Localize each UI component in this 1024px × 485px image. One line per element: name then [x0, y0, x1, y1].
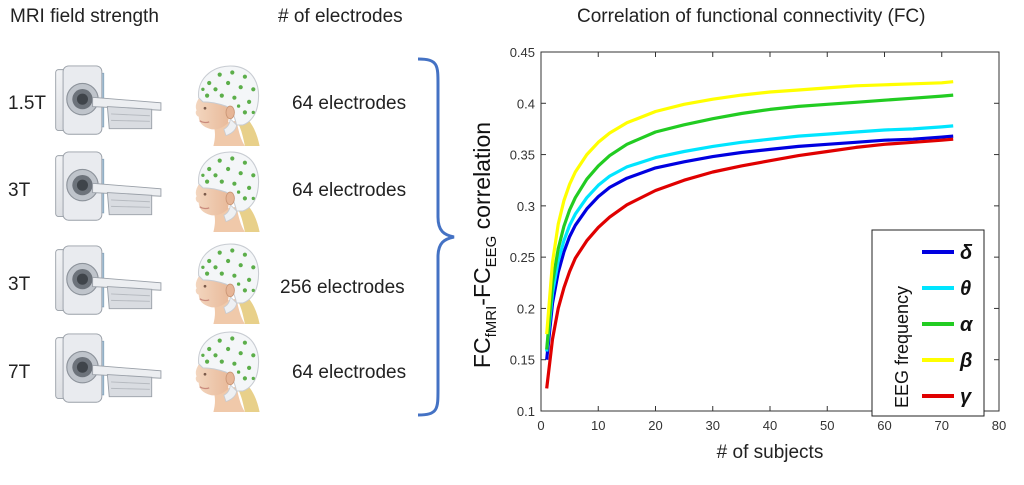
field-strength-label: 3T	[8, 274, 31, 295]
y-tick-label: 0.45	[510, 45, 535, 60]
series-line	[545, 80, 954, 335]
x-tick-label: 80	[992, 418, 1006, 433]
header-mri-field-strength: MRI field strength	[10, 6, 159, 27]
y-label-fc: FC	[469, 337, 495, 368]
electrode-count-label: 64 electrodes	[292, 180, 407, 201]
eeg-cap-head-image	[184, 62, 268, 146]
legend-entry-label: α	[960, 314, 974, 336]
x-tick-label: 10	[591, 418, 605, 433]
x-tick-label: 70	[935, 418, 949, 433]
field-strength-label: 7T	[8, 362, 31, 383]
y-label-sub-eeg: EEG	[483, 236, 500, 268]
y-label-rest: correlation	[469, 122, 495, 236]
series-line	[545, 124, 954, 352]
header-number-of-electrodes: # of electrodes	[278, 6, 403, 27]
series-line	[545, 137, 954, 389]
series-line	[545, 93, 954, 350]
y-tick-label: 0.4	[517, 96, 535, 111]
line-chart: 0 10 20 30 40 50 60 70 80 0.1 0.15 0.2 0.25 0.3 0.35 0.…	[469, 45, 1007, 463]
field-strength-label: 3T	[8, 180, 31, 201]
x-tick-label: 40	[763, 418, 777, 433]
curly-bracket	[417, 57, 455, 417]
series-lines	[545, 80, 954, 389]
x-tick-label: 20	[648, 418, 662, 433]
x-tick-label: 60	[877, 418, 891, 433]
svg-text:FCfMRI-FCEEG correlation: FCfMRI-FCEEG correlation	[469, 122, 500, 368]
mri-scanner-image	[52, 64, 172, 138]
x-tick-label: 0	[537, 418, 544, 433]
y-tick-label: 0.1	[517, 404, 535, 419]
mri-scanner-image	[52, 150, 172, 224]
y-tick-label: 0.35	[510, 148, 535, 163]
electrode-count-label: 256 electrodes	[280, 277, 405, 298]
y-label-sub-fmri: fMRI	[483, 306, 500, 338]
x-axis-label: # of subjects	[717, 442, 824, 463]
series-line	[545, 134, 954, 360]
eeg-cap-head-image	[184, 328, 268, 412]
y-tick-label: 0.25	[510, 250, 535, 265]
legend-entry-label: β	[959, 350, 972, 372]
x-tick-label: 30	[706, 418, 720, 433]
legend-entry-label: γ	[960, 386, 973, 408]
y-tick-label: 0.3	[517, 199, 535, 214]
y-axis-label: FCfMRI-FCEEG correlation	[469, 122, 500, 368]
eeg-cap-head-image	[184, 240, 268, 324]
legend-entry-label: δ	[960, 242, 973, 264]
y-label-dash-fc: -FC	[469, 267, 495, 305]
axis-ticks: 0 10 20 30 40 50 60 70 80 0.1 0.15 0.2 0.25 0.3 0.35 0.…	[510, 45, 1007, 433]
chart-title: Correlation of functional connectivity (…	[577, 6, 926, 27]
field-strength-label: 1.5T	[8, 93, 47, 114]
electrode-count-label: 64 electrodes	[292, 93, 407, 114]
electrode-count-label: 64 electrodes	[292, 362, 407, 383]
mri-scanner-image	[52, 244, 172, 318]
y-tick-label: 0.2	[517, 301, 535, 316]
x-tick-label: 50	[820, 418, 834, 433]
legend-title: EEG frequency	[892, 286, 912, 408]
legend-entry-label: θ	[960, 278, 971, 300]
y-tick-label: 0.15	[510, 353, 535, 368]
mri-scanner-image	[52, 332, 172, 406]
eeg-cap-head-image	[184, 148, 268, 232]
